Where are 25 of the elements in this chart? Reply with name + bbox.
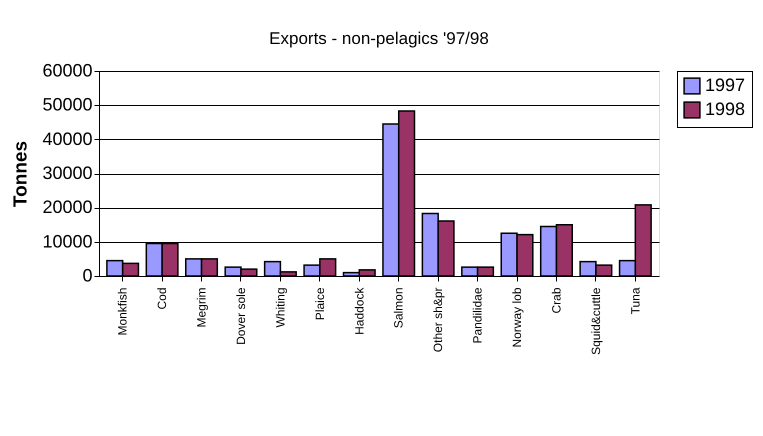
x-tick-label: Plaice	[312, 287, 327, 320]
y-tick-label: 60000	[42, 60, 92, 80]
y-tick-label: 10000	[42, 231, 92, 252]
y-tick-label: 20000	[42, 197, 92, 218]
y-tick-label: 30000	[42, 163, 92, 183]
x-tick-label: Norway lob	[510, 287, 524, 348]
x-tick-label: Haddock	[352, 286, 366, 335]
x-tick-label: Pandilidae	[470, 287, 485, 344]
y-tick-label: 0	[82, 266, 92, 286]
x-tick-label: Crab	[549, 287, 564, 314]
x-tick-label: Monkfish	[116, 288, 130, 336]
x-tick-label: Salmon	[392, 288, 406, 328]
y-tick-label: 50000	[42, 94, 92, 115]
legend-label: 1998	[705, 99, 746, 119]
x-tick-label: Whiting	[273, 288, 288, 328]
x-tick-label: Cod	[155, 288, 170, 310]
x-tick-label: Other sh&pr	[431, 288, 446, 352]
y-axis-title: Tonnes	[10, 140, 32, 208]
legend-label: 1997	[705, 75, 746, 95]
x-tick-label: Dover sole	[234, 287, 248, 345]
chart-title: Exports - non-pelagics '97/98	[269, 29, 489, 48]
x-tick-label: Squid&cuttle	[588, 287, 603, 355]
x-tick-label: Tuna	[628, 287, 642, 314]
x-tick-label: Megrim	[194, 288, 209, 328]
y-tick-label: 40000	[42, 128, 92, 149]
